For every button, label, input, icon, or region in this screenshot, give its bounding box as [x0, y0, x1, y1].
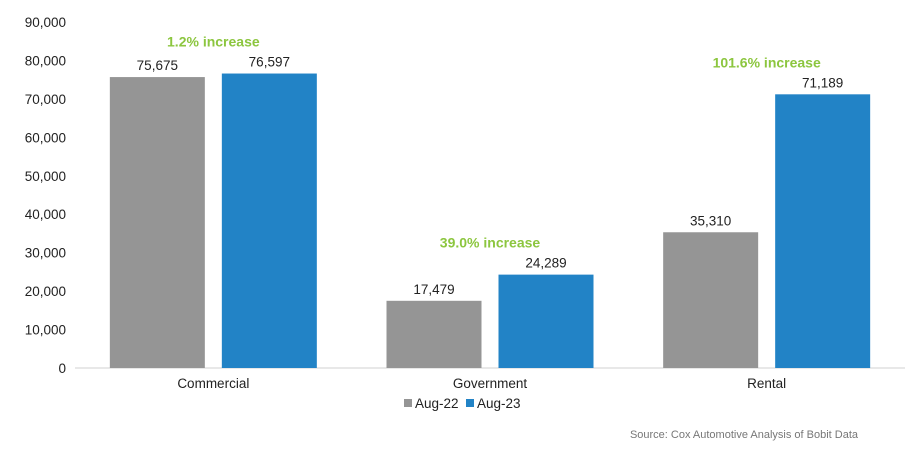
- bar-aug-23-rental: [775, 94, 871, 369]
- legend-swatch-aug-23: [466, 399, 474, 407]
- x-axis: Commercial Government Rental: [177, 376, 786, 391]
- legend: Aug-22 Aug-23: [404, 396, 521, 411]
- source-note: Source: Cox Automotive Analysis of Bobit…: [630, 429, 859, 441]
- bar-aug-22-government: [386, 300, 482, 368]
- x-category-label: Commercial: [177, 376, 249, 391]
- y-axis: 0 10,000 20,000 30,000 40,000 50,000 60,000 70,…: [25, 15, 66, 376]
- increase-annotation: 1.2% increase: [167, 34, 260, 50]
- bar-aug-22-rental: [663, 232, 759, 368]
- y-tick-label: 40,000: [25, 207, 66, 222]
- bar-aug-23-commercial: [221, 73, 317, 368]
- annotations: 1.2% increase 39.0% increase 101.6% increa…: [167, 34, 821, 251]
- bars: 75,675 76,597 17,479 24,289 35,310 71,189: [109, 55, 871, 369]
- x-category-label: Government: [453, 376, 528, 391]
- legend-label: Aug-22: [415, 396, 459, 411]
- y-tick-label: 30,000: [25, 246, 66, 261]
- data-label: 71,189: [802, 75, 843, 90]
- y-tick-label: 10,000: [25, 323, 66, 338]
- data-label: 24,289: [525, 256, 566, 271]
- increase-annotation: 101.6% increase: [713, 54, 821, 70]
- data-label: 17,479: [413, 282, 454, 297]
- y-tick-label: 0: [58, 361, 66, 376]
- bar-aug-22-commercial: [109, 77, 205, 369]
- bar-aug-23-government: [498, 274, 594, 368]
- x-category-label: Rental: [747, 376, 786, 391]
- y-tick-label: 50,000: [25, 169, 66, 184]
- y-tick-label: 80,000: [25, 53, 66, 68]
- data-label: 76,597: [249, 55, 290, 70]
- legend-swatch-aug-22: [404, 399, 412, 407]
- data-label: 35,310: [690, 213, 731, 228]
- y-tick-label: 20,000: [25, 284, 66, 299]
- legend-label: Aug-23: [477, 396, 521, 411]
- y-tick-label: 70,000: [25, 92, 66, 107]
- y-tick-label: 60,000: [25, 130, 66, 145]
- increase-annotation: 39.0% increase: [440, 235, 541, 251]
- y-tick-label: 90,000: [25, 15, 66, 30]
- data-label: 75,675: [137, 58, 178, 73]
